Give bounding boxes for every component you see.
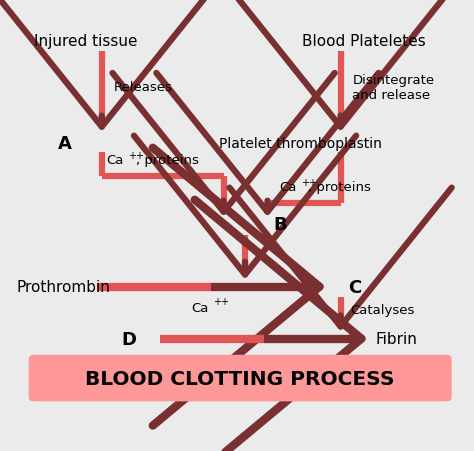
Text: Prothrombin: Prothrombin (17, 280, 111, 295)
Text: Catalyses: Catalyses (350, 303, 415, 316)
Text: ++: ++ (213, 296, 229, 306)
Text: ++: ++ (128, 151, 144, 161)
Text: Platelet thromboplastin: Platelet thromboplastin (219, 137, 382, 151)
Text: Releases: Releases (113, 81, 173, 94)
Text: B: B (273, 216, 287, 234)
Text: BLOOD CLOTTING PROCESS: BLOOD CLOTTING PROCESS (85, 369, 395, 388)
Text: D: D (121, 330, 136, 348)
Text: Disintegrate
and release: Disintegrate and release (352, 74, 434, 101)
Text: Injured tissue: Injured tissue (34, 34, 137, 49)
Text: Blood Plateletes: Blood Plateletes (301, 34, 425, 49)
Text: , proteins: , proteins (309, 180, 371, 193)
Text: ++: ++ (301, 178, 317, 188)
Text: C: C (348, 278, 362, 296)
Text: A: A (58, 135, 72, 153)
Text: Fibrin: Fibrin (376, 331, 418, 346)
FancyBboxPatch shape (28, 355, 452, 401)
Text: Ca: Ca (279, 180, 297, 193)
Text: Ca: Ca (107, 153, 124, 166)
Text: Ca: Ca (191, 301, 209, 314)
Text: , proteins: , proteins (136, 153, 199, 166)
